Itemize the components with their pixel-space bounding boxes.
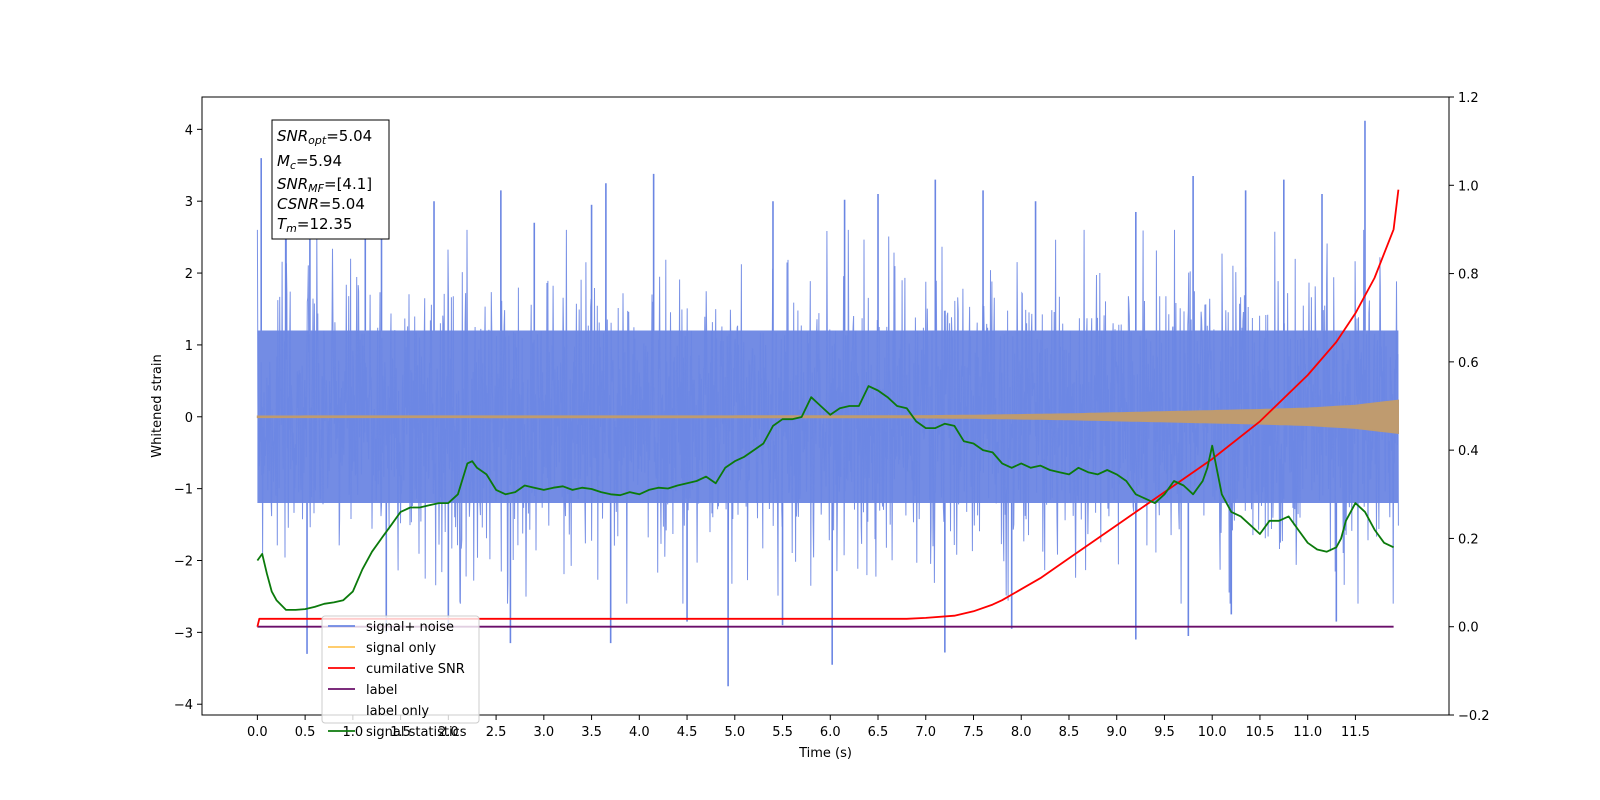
x-tick-label: 11.5 [1341, 725, 1370, 740]
x-tick-label: 9.0 [1106, 725, 1127, 740]
legend-entry-label: signal only [366, 641, 436, 656]
series-signal-only [256, 399, 1399, 434]
x-tick-label: 4.0 [629, 725, 650, 740]
y-tick-label: 0 [185, 411, 193, 426]
legend-entry-label: label [366, 683, 397, 698]
x-tick-label: 6.0 [820, 725, 841, 740]
series-cumilative-snr [256, 189, 1400, 627]
x-tick-label: 7.5 [963, 725, 984, 740]
annotation-line: SNRMF=[4.1] [277, 175, 372, 195]
stats-annotation-box: SNRopt=5.04 Mc=5.94 SNRMF=[4.1]CSNR=5.04 Tm… [271, 119, 390, 240]
annotation-frame [271, 119, 390, 240]
x-tick-label: 8.5 [1059, 725, 1080, 740]
y-tick-label: 2 [185, 267, 193, 282]
x-tick-label: 2.0 [438, 725, 459, 740]
y-tick-label: 4 [185, 123, 193, 138]
x-tick-label: 11.0 [1293, 725, 1322, 740]
x-axis-label: Time (s) [798, 746, 852, 761]
x-tick-label: 7.0 [915, 725, 936, 740]
annotation-line: SNRopt=5.04 [277, 127, 372, 147]
legend-entry-label: cumilative SNR [366, 662, 465, 677]
x-tick-label: 4.5 [677, 725, 698, 740]
series-signal-statistics [256, 385, 1394, 611]
x-tick-label: 10.0 [1198, 725, 1227, 740]
x-tick-label: 3.5 [581, 725, 602, 740]
x-tick-label: 2.5 [486, 725, 507, 740]
x-tick-label: 3.0 [533, 725, 554, 740]
x-tick-label: 5.5 [772, 725, 793, 740]
y-tick-label: 3 [185, 195, 193, 210]
x-tick-label: 0.5 [295, 725, 316, 740]
annotation-line: Mc=5.94 [277, 152, 342, 172]
annotation-line: Tm=12.35 [277, 215, 352, 235]
y-tick-label: −3 [174, 626, 193, 641]
plot-area [256, 120, 1400, 687]
y-axis-right: −0.2 0.0 0.2 0.4 0.6 0.8 1.0 1.2 [1449, 91, 1490, 724]
x-tick-label: 1.0 [343, 725, 364, 740]
plot-frame [201, 96, 1450, 716]
x-axis: 0.0 0.5 1.0 1.5 2.0 2.5 3.0 3.5 4.0 4.5 5.0 5.5 6.0 6… [247, 715, 1370, 740]
legend: signal+ noise signal only cumilative SNR la… [321, 615, 480, 740]
y2-tick-label: −0.2 [1458, 709, 1490, 724]
y2-tick-label: 0.4 [1458, 444, 1479, 459]
x-tick-label: 6.5 [868, 725, 889, 740]
y-tick-label: 1 [185, 339, 193, 354]
x-tick-label: 8.0 [1011, 725, 1032, 740]
y2-tick-label: 1.2 [1458, 91, 1479, 106]
y2-tick-label: 0.2 [1458, 532, 1479, 547]
annotation-line: CSNR=5.04 [277, 195, 365, 213]
legend-entry-label: signal+ noise [366, 620, 454, 635]
y2-tick-label: 0.8 [1458, 268, 1479, 283]
legend-frame [321, 615, 480, 724]
signal-envelope [256, 399, 1399, 434]
y-axis-left: −4 −3 −2 −1 0 1 2 3 4 [174, 123, 202, 713]
legend-entry-label: signal statistics [366, 725, 467, 740]
x-tick-label: 0.0 [247, 725, 268, 740]
x-tick-label: 1.5 [390, 725, 411, 740]
noise-trace [256, 229, 1399, 604]
y2-tick-label: 1.0 [1458, 179, 1479, 194]
x-tick-label: 9.5 [1154, 725, 1175, 740]
y-tick-label: −4 [174, 698, 193, 713]
legend-entry-label: label only [366, 704, 429, 719]
y-axis-label: Whitened strain [150, 354, 165, 457]
y2-tick-label: 0.6 [1458, 356, 1479, 371]
y-tick-label: −1 [174, 483, 193, 498]
y-tick-label: −2 [174, 555, 193, 570]
x-tick-label: 5.0 [724, 725, 745, 740]
y2-tick-label: 0.0 [1458, 621, 1479, 636]
x-tick-label: 10.5 [1245, 725, 1274, 740]
